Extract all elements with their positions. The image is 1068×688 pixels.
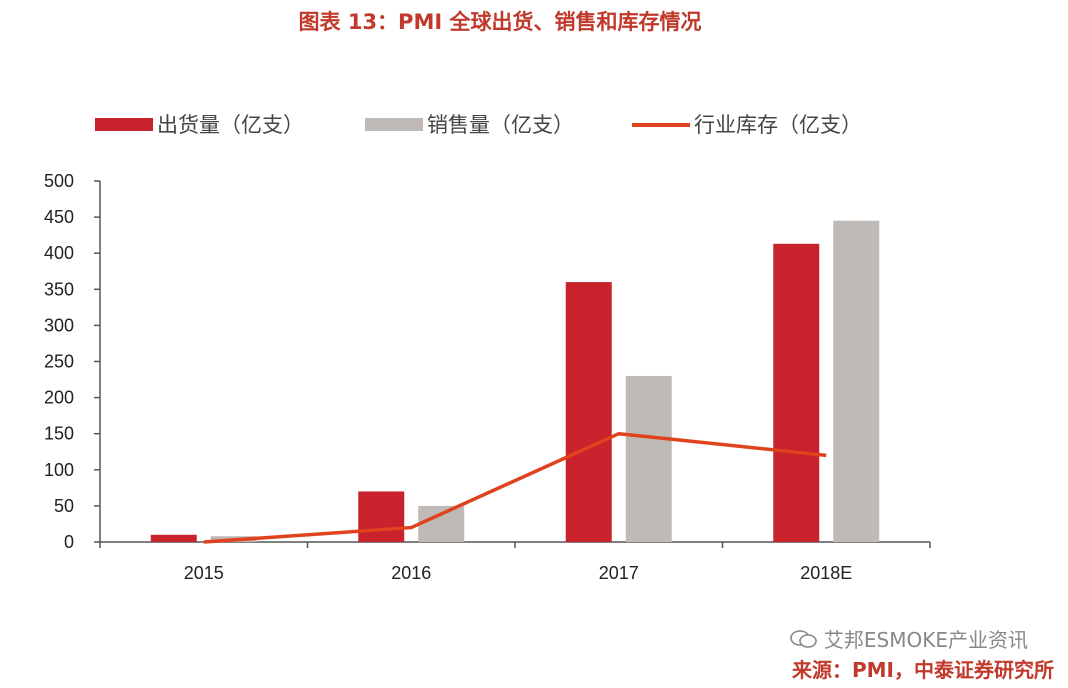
legend-label: 销售量（亿支） [427,113,574,137]
legend-swatch [95,118,153,131]
line-inventory [203,431,827,544]
y-tick-label: 100 [44,460,74,480]
bar-shipments [773,243,820,542]
y-tick-label: 150 [44,424,74,444]
legend: 出货量（亿支） 销售量（亿支） 行业库存（亿支） [95,113,862,137]
y-tick-label: 50 [54,496,74,516]
wechat-icon [790,629,818,649]
bar-shipments [565,282,612,542]
bar-shipments [358,491,405,542]
x-tick-label: 2015 [184,563,224,583]
bars [150,220,880,542]
y-tick-label: 400 [44,243,74,263]
watermark-text: 艾邦ESMOKE产业资讯 [823,628,1028,652]
y-tick-label: 300 [44,315,74,335]
line-series [203,431,827,544]
y-tick-label: 350 [44,279,74,299]
y-tick-label: 200 [44,388,74,408]
x-tick-label: 2016 [391,563,431,583]
bar-shipments [150,534,197,542]
y-tick-label: 250 [44,352,74,372]
chart-title: 图表 13：PMI 全球出货、销售和库存情况 [298,10,702,34]
watermark: 艾邦ESMOKE产业资讯 [790,624,1028,653]
y-tick-label: 500 [44,171,74,191]
bar-sales [418,505,465,542]
bar-sales [625,375,672,542]
legend-swatch [365,118,423,131]
legend-label: 出货量（亿支） [157,113,304,137]
bar-sales [833,220,880,542]
y-tick-label: 0 [64,532,74,552]
legend-label: 行业库存（亿支） [694,113,862,137]
x-tick-label: 2018E [800,563,852,583]
source-note: 来源：PMI，中泰证券研究所 [791,658,1054,682]
y-tick-label: 450 [44,207,74,227]
x-tick-label: 2017 [599,563,639,583]
